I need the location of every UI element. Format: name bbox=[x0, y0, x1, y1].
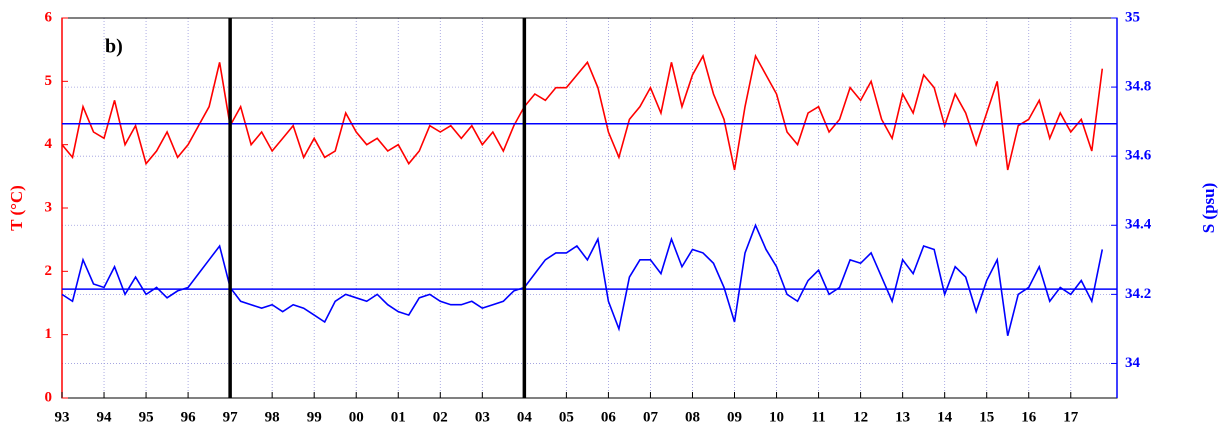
x-tick-label: 05 bbox=[559, 409, 574, 425]
x-tick-label: 98 bbox=[265, 409, 280, 425]
x-tick-label: 99 bbox=[307, 409, 322, 425]
y-tick-label: 0 bbox=[45, 389, 53, 405]
y-tick-label: 6 bbox=[45, 9, 53, 25]
annotation: b) bbox=[105, 36, 123, 58]
y-tick-label: 4 bbox=[45, 136, 53, 152]
y2-tick-label: 35 bbox=[1125, 9, 1140, 25]
y-tick-label: 2 bbox=[45, 263, 53, 279]
x-tick-label: 14 bbox=[937, 409, 953, 425]
data-line bbox=[61, 223, 1104, 337]
x-tick-label: 00 bbox=[349, 409, 364, 425]
y2-tick-label: 34.4 bbox=[1125, 217, 1152, 233]
x-tick-label: 93 bbox=[55, 409, 70, 425]
data-line bbox=[61, 53, 1104, 171]
x-tick-label: 03 bbox=[475, 409, 490, 425]
x-tick-label: 17 bbox=[1063, 409, 1079, 425]
x-tick-label: 16 bbox=[1021, 409, 1037, 425]
y-tick-label: 1 bbox=[45, 326, 53, 342]
y2-tick-label: 34.6 bbox=[1125, 148, 1152, 164]
x-tick-label: 09 bbox=[727, 409, 742, 425]
x-tick-label: 94 bbox=[97, 409, 113, 425]
x-tick-label: 96 bbox=[181, 409, 197, 425]
y2-tick-label: 34 bbox=[1125, 355, 1141, 371]
x-tick-label: 13 bbox=[895, 409, 910, 425]
y-axis-label: T (°C) bbox=[7, 185, 26, 231]
plot-frame bbox=[61, 17, 1118, 399]
y2-axis-label: S (psu) bbox=[1199, 183, 1218, 234]
x-tick-label: 06 bbox=[601, 409, 617, 425]
x-tick-label: 10 bbox=[769, 409, 784, 425]
x-tick-label: 11 bbox=[811, 409, 825, 425]
x-tick-label: 12 bbox=[853, 409, 868, 425]
x-tick-label: 08 bbox=[685, 409, 700, 425]
x-tick-label: 15 bbox=[979, 409, 994, 425]
y-tick-label: 3 bbox=[45, 199, 53, 215]
x-tick-label: 97 bbox=[223, 409, 239, 425]
y2-tick-label: 34.2 bbox=[1125, 286, 1151, 302]
x-tick-label: 04 bbox=[517, 409, 533, 425]
x-tick-label: 95 bbox=[139, 409, 154, 425]
x-tick-label: 07 bbox=[643, 409, 659, 425]
x-tick-label: 02 bbox=[433, 409, 448, 425]
x-tick-label: 01 bbox=[391, 409, 406, 425]
y2-tick-label: 34.8 bbox=[1125, 79, 1151, 95]
y-tick-label: 5 bbox=[45, 73, 53, 89]
